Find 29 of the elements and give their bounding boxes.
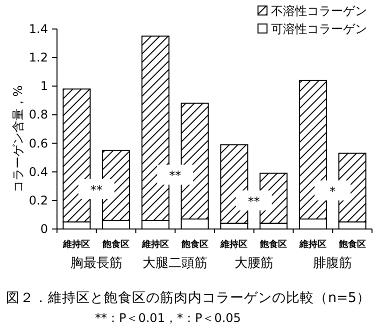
x-tick-label: 飽食区 — [338, 239, 366, 250]
text: 胸最長筋 — [70, 256, 122, 271]
y-tick-label: 1 — [40, 79, 48, 94]
annotation: ** — [90, 183, 102, 197]
annotation: * — [330, 184, 336, 198]
x-tick-label: 飽食区 — [180, 239, 208, 250]
y-tick-label: 0 — [40, 222, 48, 236]
x-tick-label: 維持区 — [298, 239, 326, 250]
y-tick-label: 1.2 — [28, 50, 48, 65]
x-tick-label: 飽食区 — [102, 239, 130, 250]
annotation: ** — [248, 194, 260, 208]
y-tick-label: 0.2 — [28, 193, 48, 208]
text: 大腿二頭筋 — [142, 256, 208, 271]
legend-label: 可溶性コラーゲン — [271, 22, 367, 36]
legend-label: 不溶性コラーゲン — [271, 4, 367, 18]
annotation: ** — [169, 168, 182, 183]
x-tick-label: 維持区 — [140, 239, 169, 250]
text: 腓腹筋 — [313, 256, 352, 271]
text: 図２．維持区と飽食区の筋肉内コラーゲンの比較（n=5） — [6, 290, 370, 306]
y-tick-label: 0.4 — [28, 164, 48, 179]
x-tick-label: 維持区 — [62, 239, 90, 250]
y-axis-title: コラーゲン含量，% — [11, 85, 25, 193]
text: 大腰筋 — [234, 256, 274, 271]
y-tick-label: 0.8 — [28, 108, 48, 122]
y-tick-label: 0.6 — [28, 136, 48, 150]
x-tick-label: 維持区 — [220, 239, 248, 250]
y-tick-label: 1.4 — [28, 22, 48, 36]
x-tick-label: 飽食区 — [259, 239, 288, 250]
text: **：P＜0.01，*：P＜0.05 — [95, 311, 241, 325]
